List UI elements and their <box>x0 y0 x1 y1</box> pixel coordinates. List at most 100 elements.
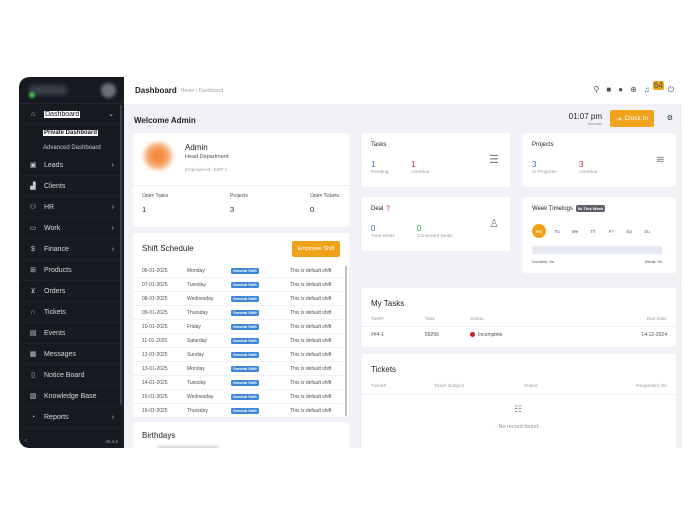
col-task: Task <box>425 317 435 322</box>
task-name[interactable]: 59256 <box>425 332 439 338</box>
shift-badge: General Shift <box>231 281 259 288</box>
task-due-date: 14-12-2024 <box>641 332 667 338</box>
stat-open-tickets[interactable]: Open Tickets 0 <box>310 193 339 214</box>
search-icon[interactable]: ⚲ <box>593 85 600 94</box>
sidebar-item-finance[interactable]: $ Finance › <box>19 239 124 260</box>
shift-note: This is default shift <box>290 365 332 372</box>
shift-row: 07-01-2025 Tuesday General Shift This is de… <box>133 278 343 292</box>
sidebar-item-knowledge-base[interactable]: ▧ Knowledge Base <box>19 386 124 407</box>
col-requested-on: Requested On <box>636 384 667 389</box>
shift-badge: General Shift <box>231 393 259 400</box>
sidebar-item-dashboard[interactable]: ⌂ Dashboard ⌄ <box>19 104 124 125</box>
clock-icon[interactable]: ● <box>618 85 624 94</box>
shift-row: 12-01-2025 Sunday General Shift This is def… <box>133 348 343 362</box>
company-logo <box>29 85 67 95</box>
shift-note: This is default shift <box>290 309 332 316</box>
sidebar-subitem-private-dashboard[interactable]: Private Dashboard <box>19 125 124 140</box>
profile-name[interactable]: Admin <box>185 143 208 152</box>
projects-card: Projects 3 In Progress 3 Overdue ≋ <box>523 133 676 187</box>
chevron-right-icon: › <box>111 224 114 232</box>
sticky-note-icon[interactable]: ■ <box>606 85 612 94</box>
overdue-label: Overdue <box>579 170 598 175</box>
shift-day: Monday <box>187 267 205 274</box>
day-we[interactable]: We <box>568 224 582 238</box>
deal-title-text: Deal <box>371 206 384 212</box>
timelogs-title-text: Week Timelogs <box>532 206 573 213</box>
sidebar-header <box>19 77 124 104</box>
total-label: Total Deals <box>371 234 395 239</box>
shift-schedule-title: Shift Schedule <box>142 244 194 253</box>
sidebar-scrollbar[interactable] <box>120 105 122 405</box>
shift-badge: General Shift <box>231 267 259 274</box>
pending-label: Pending <box>371 170 389 175</box>
day-fr[interactable]: Fr <box>604 224 618 238</box>
shift-note: This is default shift <box>290 379 332 386</box>
sidebar-item-reports[interactable]: ◔ Reports › <box>19 407 124 428</box>
power-icon[interactable]: ⏻ <box>667 85 674 94</box>
cart-icon: ⊻ <box>30 288 36 295</box>
sidebar-item-events[interactable]: ▤ Events <box>19 323 124 344</box>
sidebar-item-tickets[interactable]: ∩ Tickets <box>19 302 124 323</box>
bell-icon[interactable]: ♫ 64 <box>644 81 664 95</box>
shift-day: Sunday <box>187 351 204 358</box>
shift-scrollbar[interactable] <box>345 266 347 416</box>
timelog-progress-bar <box>532 246 662 254</box>
stat-label: Open Tasks <box>142 193 169 199</box>
shift-date: 13-01-2025 <box>142 365 168 372</box>
shift-day: Thursday <box>187 407 208 414</box>
sidebar-item-leads[interactable]: ▣ Leads › <box>19 155 124 176</box>
help-icon[interactable]: ❓ <box>385 206 392 212</box>
stat-open-tasks[interactable]: Open Tasks 1 <box>142 193 168 214</box>
tasks-overdue[interactable]: 1 Overdue <box>411 160 429 175</box>
shift-date: 14-01-2025 <box>142 379 168 386</box>
top-bar: Dashboard Home • Dashboard ⚲ ■ ● ⊕ ♫ 64 ⏻ <box>124 77 682 104</box>
in-progress-label: In Progress <box>532 170 557 175</box>
projects-in-progress[interactable]: 3 In Progress <box>532 160 557 175</box>
collapse-sidebar-icon[interactable]: ‹ <box>25 438 27 444</box>
pending-count: 1 <box>371 160 376 169</box>
online-status-dot <box>29 92 35 98</box>
sidebar-item-clients[interactable]: ▟ Clients <box>19 176 124 197</box>
tasks-pending[interactable]: 1 Pending <box>371 160 389 175</box>
projects-overdue[interactable]: 3 Overdue <box>579 160 597 175</box>
employee-id: Employee Id : EMP-1 <box>185 167 228 172</box>
sidebar-item-notice-board[interactable]: ▯ Notice Board <box>19 365 124 386</box>
day-th[interactable]: Th <box>586 224 600 238</box>
day-sa[interactable]: Sa <box>622 224 636 238</box>
shift-row: 11-01-2025 Saturday General Shift This is d… <box>133 334 343 348</box>
user-avatar[interactable] <box>101 83 116 98</box>
clock-in-button[interactable]: ⇥ Clock In <box>610 110 654 127</box>
deals-total[interactable]: 0 Total Deals <box>371 224 395 239</box>
add-icon[interactable]: ⊕ <box>630 85 637 94</box>
task-id[interactable]: ##4-1 <box>371 332 384 338</box>
sidebar-item-work[interactable]: ▭ Work › <box>19 218 124 239</box>
sidebar-item-orders[interactable]: ⊻ Orders <box>19 281 124 302</box>
day-mo[interactable]: Mo <box>532 224 546 238</box>
profile-avatar[interactable] <box>142 142 174 170</box>
basket-icon: ⊞ <box>30 267 36 274</box>
shift-date: 11-01-2025 <box>142 337 168 344</box>
sidebar-item-label: Reports <box>44 413 69 421</box>
stat-projects[interactable]: Projects 3 <box>230 193 248 214</box>
shift-badge: General Shift <box>231 295 259 302</box>
gear-icon[interactable]: ⚙ <box>666 115 673 122</box>
chevron-right-icon: › <box>111 245 114 253</box>
chevron-right-icon: › <box>111 413 114 421</box>
sidebar-item-products[interactable]: ⊞ Products <box>19 260 124 281</box>
sidebar-subitem-label: Advanced Dashboard <box>43 144 101 151</box>
sidebar-item-messages[interactable]: ▦ Messages <box>19 344 124 365</box>
home-icon: ⌂ <box>30 110 36 118</box>
this-week-badge: 0s This Week <box>575 205 606 212</box>
sidebar-item-hr[interactable]: ⚇ HR › <box>19 197 124 218</box>
tasks-title: Tasks <box>371 142 387 148</box>
employee-shift-button[interactable]: Employee Shift <box>292 241 340 257</box>
day-tu[interactable]: Tu <box>550 224 564 238</box>
sidebar-item-label: Dashboard <box>44 110 81 118</box>
day-su[interactable]: Su <box>640 224 654 238</box>
sidebar-subitem-advanced-dashboard[interactable]: Advanced Dashboard <box>19 140 124 155</box>
stat-label: Open Tickets <box>310 193 340 199</box>
briefcase-icon: ▭ <box>29 225 37 232</box>
deals-converted[interactable]: 0 Converted Deals <box>417 224 453 239</box>
breadcrumb[interactable]: Home • Dashboard <box>180 87 224 94</box>
shift-day: Tuesday <box>187 281 206 288</box>
